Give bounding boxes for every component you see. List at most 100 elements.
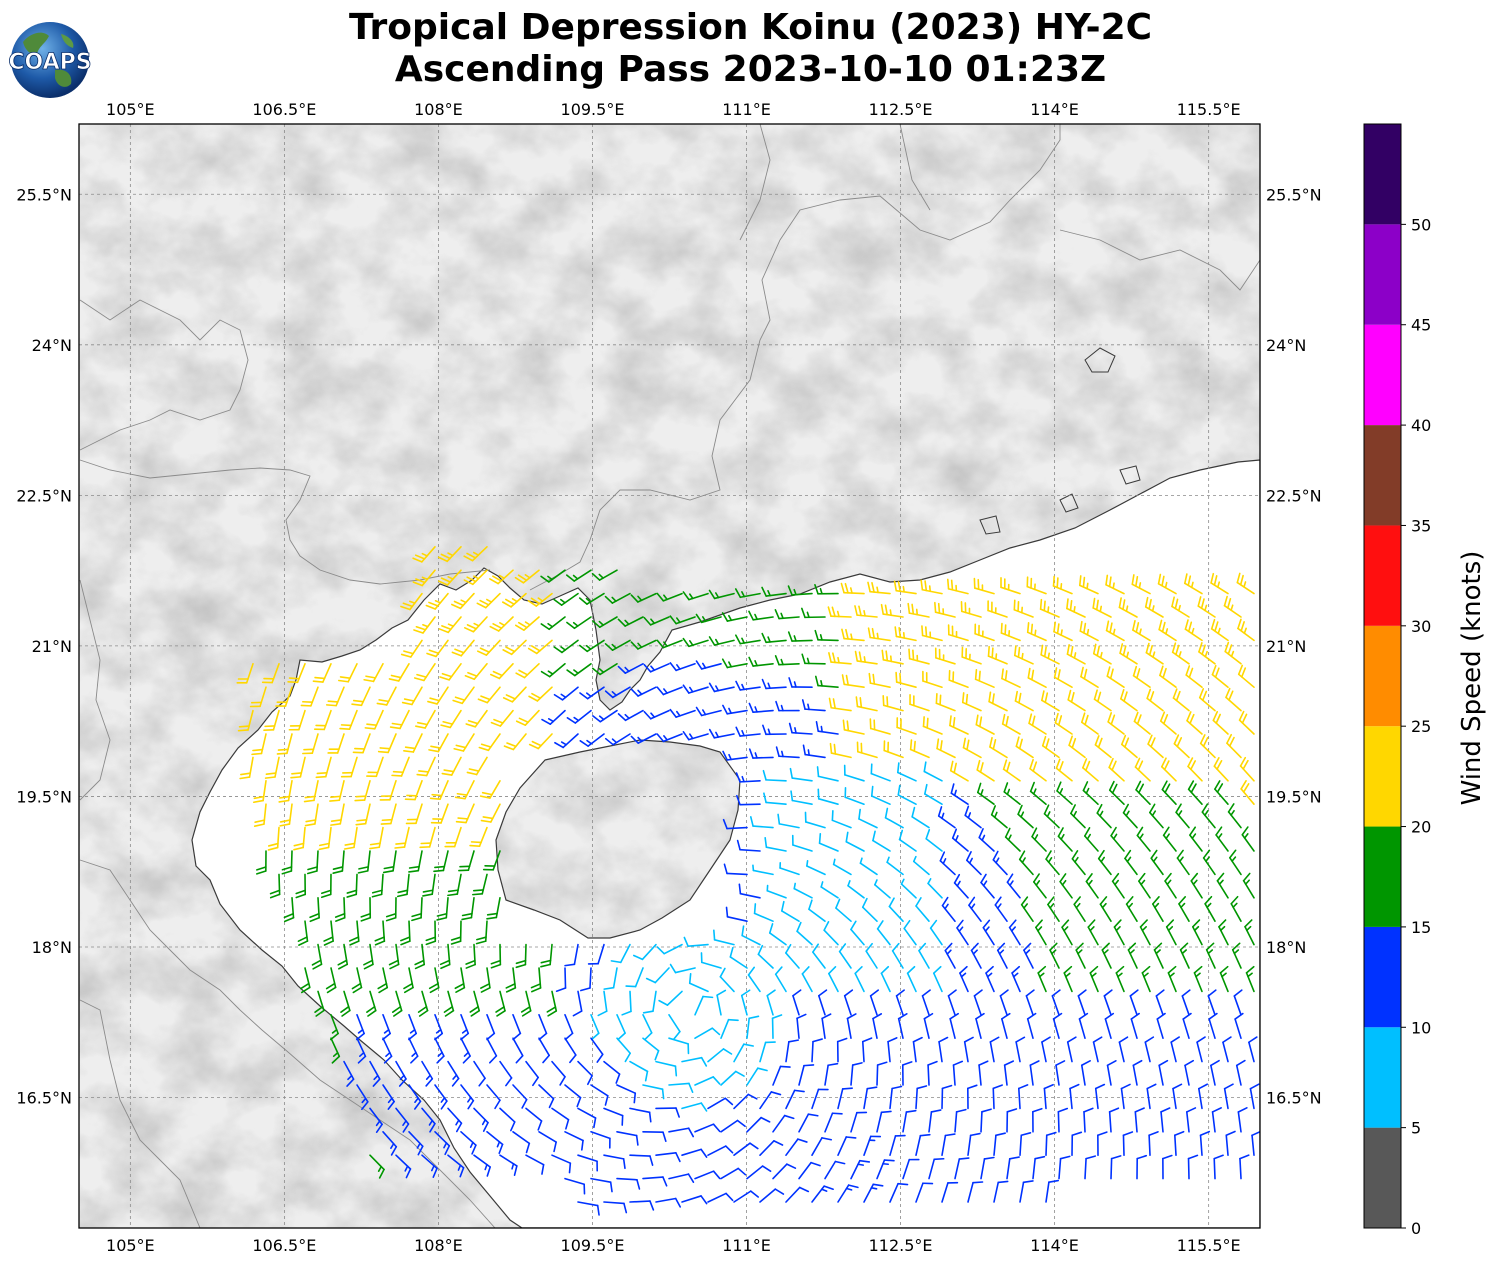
wind-barb xyxy=(591,569,618,581)
wind-barb xyxy=(429,779,449,800)
wind-barb xyxy=(421,1154,438,1178)
wind-barb xyxy=(721,612,748,622)
wind-barb xyxy=(1015,736,1034,759)
wind-barb xyxy=(351,686,371,707)
wind-barb xyxy=(512,1131,531,1154)
wind-barb xyxy=(1000,622,1021,642)
wind-barb xyxy=(1210,572,1229,595)
wind-barb xyxy=(629,1200,655,1211)
wind-barb xyxy=(723,863,748,876)
wind-barb xyxy=(1122,803,1138,829)
wind-barb xyxy=(816,766,839,782)
wind-barb xyxy=(1160,757,1177,782)
wind-barb xyxy=(377,967,389,994)
wind-barb xyxy=(412,569,436,587)
wind-barb xyxy=(824,1160,846,1180)
wind-barb xyxy=(1045,1179,1060,1203)
wind-barb xyxy=(512,1013,522,1041)
wind-barb xyxy=(1237,664,1255,689)
wind-barb xyxy=(1149,803,1164,829)
wind-barb xyxy=(1079,620,1099,642)
wind-barb xyxy=(656,943,683,955)
map-plot-area: 105°E 106.5°E 108°E 109.5°E 111°E 112.5°E 114°… xyxy=(16,100,1321,1255)
wind-barb xyxy=(480,803,501,823)
wind-barb xyxy=(1071,850,1086,876)
wind-barb xyxy=(566,616,592,630)
wind-barb xyxy=(617,709,644,722)
wind-barb xyxy=(1198,1083,1209,1110)
wind-barb xyxy=(540,662,566,678)
wind-barb xyxy=(302,733,319,755)
wind-barb xyxy=(733,1190,759,1203)
wind-barb xyxy=(856,741,878,759)
wind-barb xyxy=(422,873,436,897)
wind-barb xyxy=(346,873,358,898)
wind-barb xyxy=(1106,1059,1117,1086)
wind-barb xyxy=(1051,989,1061,1016)
wind-barb xyxy=(811,1038,823,1063)
wind-barb xyxy=(746,1067,768,1086)
lon-tick-label-bottom: 115.5°E xyxy=(1177,1236,1241,1255)
wind-barb xyxy=(656,686,683,696)
wind-barb xyxy=(327,733,345,754)
lon-tick-labels-bottom: 105°E 106.5°E 108°E 109.5°E 111°E 112.5°E 114°… xyxy=(106,1236,1241,1255)
wind-barb xyxy=(1075,942,1086,969)
wind-barb xyxy=(720,1119,746,1133)
wind-barb xyxy=(785,1186,810,1203)
wind-barb xyxy=(281,850,293,875)
wind-barb xyxy=(1158,1059,1169,1086)
wind-barb xyxy=(733,1043,754,1063)
wind-barb xyxy=(403,967,414,994)
wind-barb xyxy=(1025,989,1035,1016)
wind-barb xyxy=(1211,1107,1222,1133)
wind-barb xyxy=(1244,919,1255,946)
wind-barb xyxy=(566,662,592,677)
wind-barb xyxy=(775,746,800,759)
wind-barbs-layer xyxy=(236,545,1260,1216)
wind-barb xyxy=(880,603,904,618)
wind-barb xyxy=(591,662,618,676)
wind-barb xyxy=(288,709,306,731)
wind-barb xyxy=(413,616,436,634)
wind-barb xyxy=(433,850,449,873)
wind-barb xyxy=(371,873,384,898)
wind-barb xyxy=(408,850,423,873)
colorbar-bin xyxy=(1364,1027,1401,1128)
wind-barb xyxy=(369,1107,383,1133)
wind-barb xyxy=(1171,596,1190,618)
wind-barb xyxy=(1014,645,1034,665)
wind-barb xyxy=(1175,803,1190,829)
wind-barb xyxy=(870,763,891,782)
wind-barb xyxy=(978,828,995,852)
wind-barb xyxy=(1145,642,1164,665)
wind-barb xyxy=(428,733,449,753)
wind-barb xyxy=(1249,1083,1260,1110)
wind-barb xyxy=(1111,872,1125,899)
wind-barb xyxy=(1118,597,1138,618)
wind-barb xyxy=(279,803,293,827)
wind-barb xyxy=(681,1056,708,1067)
wind-barb xyxy=(801,699,826,712)
wind-barb xyxy=(527,639,553,655)
wind-barb xyxy=(1235,1059,1246,1086)
wind-barb xyxy=(1214,780,1229,806)
wind-barb xyxy=(290,756,306,779)
wind-barb xyxy=(850,920,865,946)
wind-barb xyxy=(956,919,969,946)
wind-barb xyxy=(721,658,748,669)
wind-barb xyxy=(577,1201,600,1216)
wind-barb xyxy=(695,613,722,624)
wind-barb xyxy=(1161,780,1177,806)
wind-barb xyxy=(251,733,267,756)
wind-barb xyxy=(748,702,774,713)
wind-barb xyxy=(363,943,374,970)
wind-barb xyxy=(1120,688,1138,712)
wind-barb xyxy=(791,834,813,852)
wind-barb xyxy=(1160,1107,1171,1133)
wind-barb xyxy=(616,1037,631,1063)
wind-barb xyxy=(364,709,384,730)
wind-barb xyxy=(850,1111,868,1133)
wind-barb xyxy=(604,733,631,746)
wind-barb xyxy=(694,1170,721,1180)
wind-barb xyxy=(389,709,410,730)
